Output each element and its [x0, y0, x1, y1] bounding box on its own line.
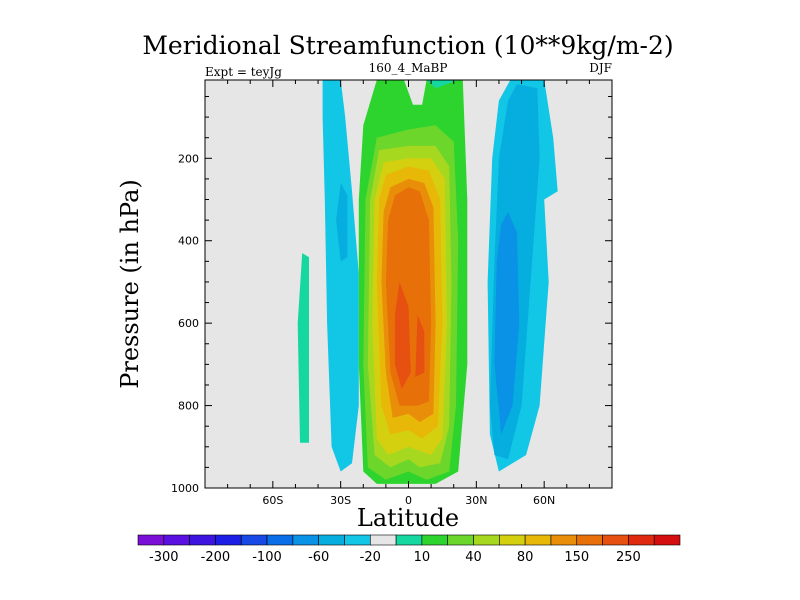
colorbar-label-1: -200 [201, 550, 231, 565]
colorbar [137, 534, 681, 546]
x-tick-label-1: 30S [330, 494, 351, 507]
colorbar-swatch-13 [473, 534, 500, 546]
x-axis-label: Latitude [357, 504, 459, 532]
contour-region-15 [415, 314, 425, 377]
colorbar-label-9: 250 [616, 550, 641, 565]
colorbar-label-7: 80 [517, 550, 534, 565]
plot-frame [204, 79, 613, 489]
x-tick-label-4: 60N [533, 494, 555, 507]
colorbar-labels: -300 -200 -100 -60 -20 10 40 80 150 250 [149, 550, 641, 565]
x-tick-label-3: 30N [465, 494, 487, 507]
x-tick-label-2: 0 [405, 494, 412, 507]
y-tick-label-3: 800 [178, 400, 199, 413]
y-tick-label-0: 200 [178, 152, 199, 165]
x-tick-label-0: 60S [262, 494, 283, 507]
colorbar-swatch-19 [628, 534, 655, 546]
colorbar-label-5: 10 [414, 550, 431, 565]
colorbar-label-8: 150 [564, 550, 589, 565]
colorbar-swatch-0 [137, 534, 165, 546]
y-tick-label-4: 1000 [171, 482, 199, 495]
y-tick-label-2: 600 [178, 317, 199, 330]
y-axis-label: Pressure (in hPa) [116, 179, 144, 389]
chart-title: Meridional Streamfunction (10**9kg/m-2) [142, 31, 673, 60]
colorbar-swatch-8 [344, 534, 371, 546]
colorbar-label-0: -300 [149, 550, 179, 565]
colorbar-swatch-5 [266, 534, 294, 546]
contour-region-7 [426, 80, 459, 89]
contour-region-0 [297, 253, 309, 443]
colorbar-swatch-20 [653, 534, 681, 546]
axis-ticks: 60S 30S 0 30N 60N 200 400 600 800 1000 [171, 80, 612, 507]
y-tick-label-1: 400 [178, 235, 199, 248]
season-label: DJF [589, 61, 612, 75]
colorbar-swatch-6 [292, 534, 319, 546]
colorbar-label-4: -20 [360, 550, 381, 565]
colorbar-swatch-15 [524, 534, 552, 546]
colorbar-swatch-9 [369, 534, 397, 546]
colorbar-label-3: -60 [308, 550, 329, 565]
experiment-label: Expt = teyJg [205, 65, 282, 79]
contour-region-5 [494, 211, 520, 435]
contour-fills [297, 80, 558, 484]
colorbar-label-6: 40 [465, 550, 482, 565]
colorbar-swatch-18 [602, 534, 629, 546]
colorbar-swatch-4 [240, 534, 268, 546]
contour-region-2 [336, 183, 348, 262]
colorbar-swatch-7 [318, 534, 345, 546]
contour-region-1 [322, 80, 359, 472]
colorbar-label-2: -100 [252, 550, 282, 565]
colorbar-swatch-16 [550, 534, 578, 546]
colorbar-swatch-12 [447, 534, 474, 546]
colorbar-swatch-14 [499, 534, 526, 546]
colorbar-swatch-2 [189, 534, 216, 546]
colorbar-swatch-10 [395, 534, 423, 546]
colorbar-swatch-1 [163, 534, 190, 546]
colorbar-swatch-3 [215, 534, 242, 546]
experiment-period-label: 160_4_MaBP [369, 61, 448, 75]
colorbar-swatch-17 [576, 534, 603, 546]
contour-region-14 [394, 281, 411, 390]
colorbar-swatch-11 [421, 534, 449, 546]
